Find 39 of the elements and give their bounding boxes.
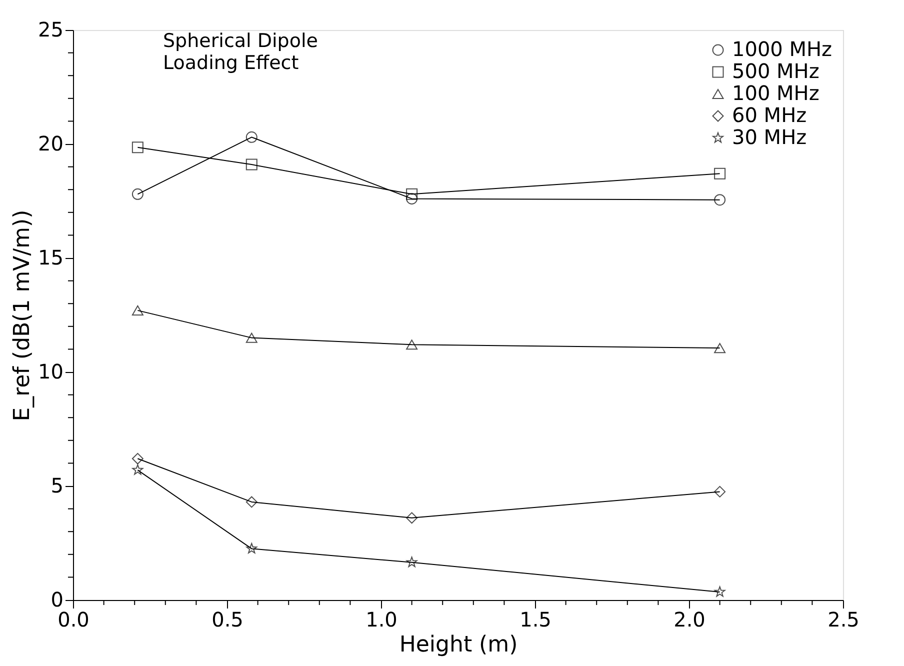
point bbox=[246, 158, 258, 170]
y-tick-label: 10 bbox=[38, 360, 64, 384]
point bbox=[132, 305, 144, 316]
legend-label: 1000 MHz bbox=[732, 37, 832, 61]
annotation: Spherical Dipole bbox=[163, 30, 318, 52]
y-tick-label: 25 bbox=[38, 18, 64, 42]
point bbox=[406, 512, 418, 524]
legend-label: 500 MHz bbox=[732, 59, 820, 83]
y-tick-label: 15 bbox=[38, 246, 64, 270]
x-tick-label: 2.5 bbox=[828, 608, 860, 632]
point bbox=[246, 131, 258, 143]
point bbox=[132, 142, 144, 154]
legend-label: 60 MHz bbox=[732, 103, 807, 127]
y-tick-label: 20 bbox=[38, 132, 64, 156]
point bbox=[132, 188, 144, 200]
point bbox=[714, 168, 726, 180]
point bbox=[406, 340, 418, 350]
point bbox=[714, 586, 726, 597]
point bbox=[132, 452, 144, 464]
point bbox=[246, 332, 258, 343]
point bbox=[714, 486, 726, 498]
x-tick-label: 2.0 bbox=[674, 608, 706, 632]
point bbox=[714, 194, 726, 206]
annotation: Loading Effect bbox=[163, 52, 299, 74]
point bbox=[714, 343, 726, 354]
x-tick-label: 0.5 bbox=[212, 608, 244, 632]
point bbox=[246, 542, 258, 554]
legend-label: 100 MHz bbox=[732, 81, 820, 105]
point bbox=[406, 188, 418, 200]
y-tick-label: 5 bbox=[50, 474, 64, 498]
x-tick-label: 1.5 bbox=[520, 608, 552, 632]
point bbox=[246, 496, 258, 508]
y-axis-title: E_ref (dB(1 mV/m)) bbox=[10, 210, 36, 422]
point bbox=[406, 556, 418, 568]
legend-label: 30 MHz bbox=[732, 125, 807, 149]
point bbox=[132, 464, 144, 475]
x-tick-label: 1.0 bbox=[366, 608, 398, 632]
point bbox=[406, 192, 418, 204]
x-axis-title: Height (m) bbox=[399, 632, 518, 658]
